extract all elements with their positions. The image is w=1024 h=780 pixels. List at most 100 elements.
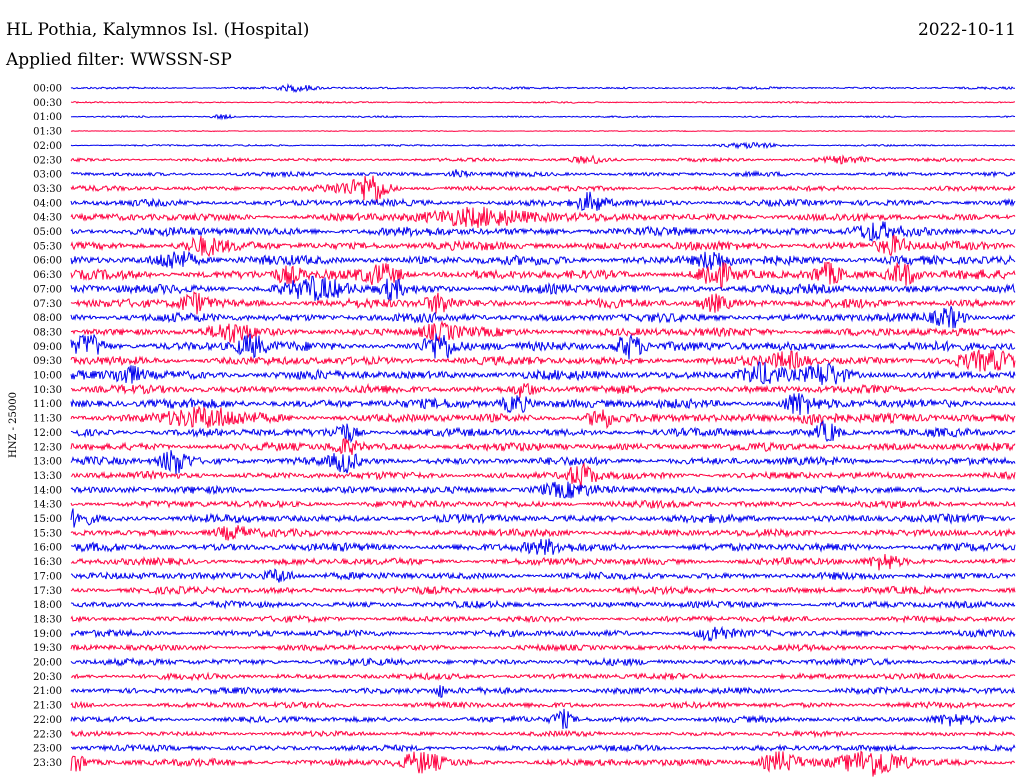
time-label: 19:00 — [33, 629, 62, 640]
trace-0230 — [70, 154, 1016, 165]
time-label: 08:00 — [33, 313, 62, 324]
seismic-traces — [70, 83, 1016, 777]
time-label: 14:30 — [33, 500, 62, 511]
time-label: 23:30 — [33, 758, 62, 769]
time-label: 04:00 — [33, 198, 62, 209]
time-label: 10:00 — [33, 371, 62, 382]
trace-1300 — [70, 450, 1016, 475]
trace-2300 — [70, 743, 1016, 753]
trace-0700 — [70, 275, 1016, 303]
trace-2000 — [70, 656, 1016, 668]
trace-1930 — [70, 642, 1016, 653]
trace-0100 — [70, 113, 1016, 121]
time-label: 22:30 — [33, 729, 62, 740]
time-label: 12:00 — [33, 428, 62, 439]
time-label: 18:30 — [33, 614, 62, 625]
trace-1900 — [70, 625, 1016, 643]
time-label: 18:00 — [33, 600, 62, 611]
trace-1500 — [70, 508, 1016, 528]
trace-1430 — [70, 499, 1016, 510]
trace-0030 — [70, 100, 1015, 104]
trace-0430 — [70, 206, 1016, 228]
time-label: 22:00 — [33, 715, 62, 726]
time-label: 06:30 — [33, 270, 62, 281]
trace-0300 — [70, 169, 1016, 179]
trace-1230 — [70, 437, 1016, 455]
trace-2130 — [70, 700, 1016, 710]
time-label: 13:00 — [33, 457, 62, 468]
trace-1730 — [70, 584, 1016, 596]
trace-1400 — [70, 481, 1016, 499]
trace-0400 — [70, 191, 1016, 212]
trace-1630 — [70, 554, 1016, 571]
record-date: 2022-10-11 — [917, 20, 1016, 40]
time-label: 07:00 — [33, 284, 62, 295]
time-label: 20:00 — [33, 658, 62, 669]
trace-0800 — [70, 306, 1016, 329]
trace-0830 — [70, 320, 1016, 343]
trace-0130 — [70, 130, 1016, 133]
trace-1600 — [71, 538, 1016, 555]
trace-1800 — [70, 599, 1016, 610]
trace-1830 — [70, 614, 1016, 624]
trace-1100 — [70, 393, 1016, 416]
trace-2200 — [70, 708, 1016, 730]
time-label: 10:30 — [33, 385, 62, 396]
trace-1530 — [70, 525, 1016, 541]
trace-0930 — [70, 349, 1016, 372]
time-label: 03:30 — [33, 184, 62, 195]
trace-2330 — [70, 750, 1016, 777]
filter-label: Applied filter: WWSSN-SP — [6, 50, 232, 70]
trace-2230 — [70, 729, 1016, 739]
time-label: 11:00 — [33, 399, 62, 410]
time-label: 04:30 — [33, 213, 62, 224]
time-label: 21:30 — [33, 701, 62, 712]
time-label: 01:30 — [33, 127, 62, 138]
trace-0600 — [70, 251, 1016, 270]
time-label: 00:00 — [33, 84, 62, 95]
time-labels: 00:00 00:30 01:00 01:30 02:00 02:30 03:00 03:30… — [33, 84, 62, 769]
trace-0530 — [70, 234, 1016, 258]
time-label: 15:30 — [33, 528, 62, 539]
time-label: 06:00 — [33, 256, 62, 267]
time-label: 09:30 — [33, 356, 62, 367]
trace-1130 — [70, 405, 1016, 430]
time-label: 23:00 — [33, 744, 62, 755]
time-label: 12:30 — [33, 442, 62, 453]
time-label: 19:30 — [33, 643, 62, 654]
trace-0900 — [70, 333, 1016, 360]
trace-2100 — [70, 685, 1016, 699]
time-label: 13:30 — [33, 471, 62, 482]
trace-0330 — [70, 175, 1016, 204]
trace-1200 — [70, 420, 1016, 444]
time-label: 16:00 — [33, 543, 62, 554]
time-label: 14:00 — [33, 485, 62, 496]
trace-0500 — [70, 221, 1016, 243]
time-label: 02:30 — [33, 155, 62, 166]
time-label: 17:00 — [33, 571, 62, 582]
trace-1030 — [70, 382, 1016, 398]
time-label: 15:00 — [33, 514, 62, 525]
trace-0200 — [70, 141, 1016, 150]
time-label: 11:30 — [33, 414, 62, 425]
trace-1000 — [70, 361, 1016, 386]
time-label: 02:00 — [33, 141, 62, 152]
time-label: 20:30 — [33, 672, 62, 683]
time-label: 01:00 — [33, 112, 62, 123]
time-label: 09:00 — [33, 342, 62, 353]
station-title: HL Pothia, Kalymnos Isl. (Hospital) — [6, 20, 310, 40]
trace-0630 — [70, 261, 1016, 290]
time-label: 03:00 — [33, 170, 62, 181]
time-label: 21:00 — [33, 686, 62, 697]
trace-1330 — [70, 461, 1016, 488]
time-label: 05:30 — [33, 241, 62, 252]
trace-0730 — [70, 291, 1016, 315]
channel-label: HNZ - 25000 — [8, 392, 19, 458]
time-label: 05:00 — [33, 227, 62, 238]
time-label: 00:30 — [33, 98, 62, 109]
time-label: 08:30 — [33, 327, 62, 338]
trace-1700 — [70, 568, 1016, 583]
time-label: 16:30 — [33, 557, 62, 568]
time-label: 07:30 — [33, 299, 62, 310]
